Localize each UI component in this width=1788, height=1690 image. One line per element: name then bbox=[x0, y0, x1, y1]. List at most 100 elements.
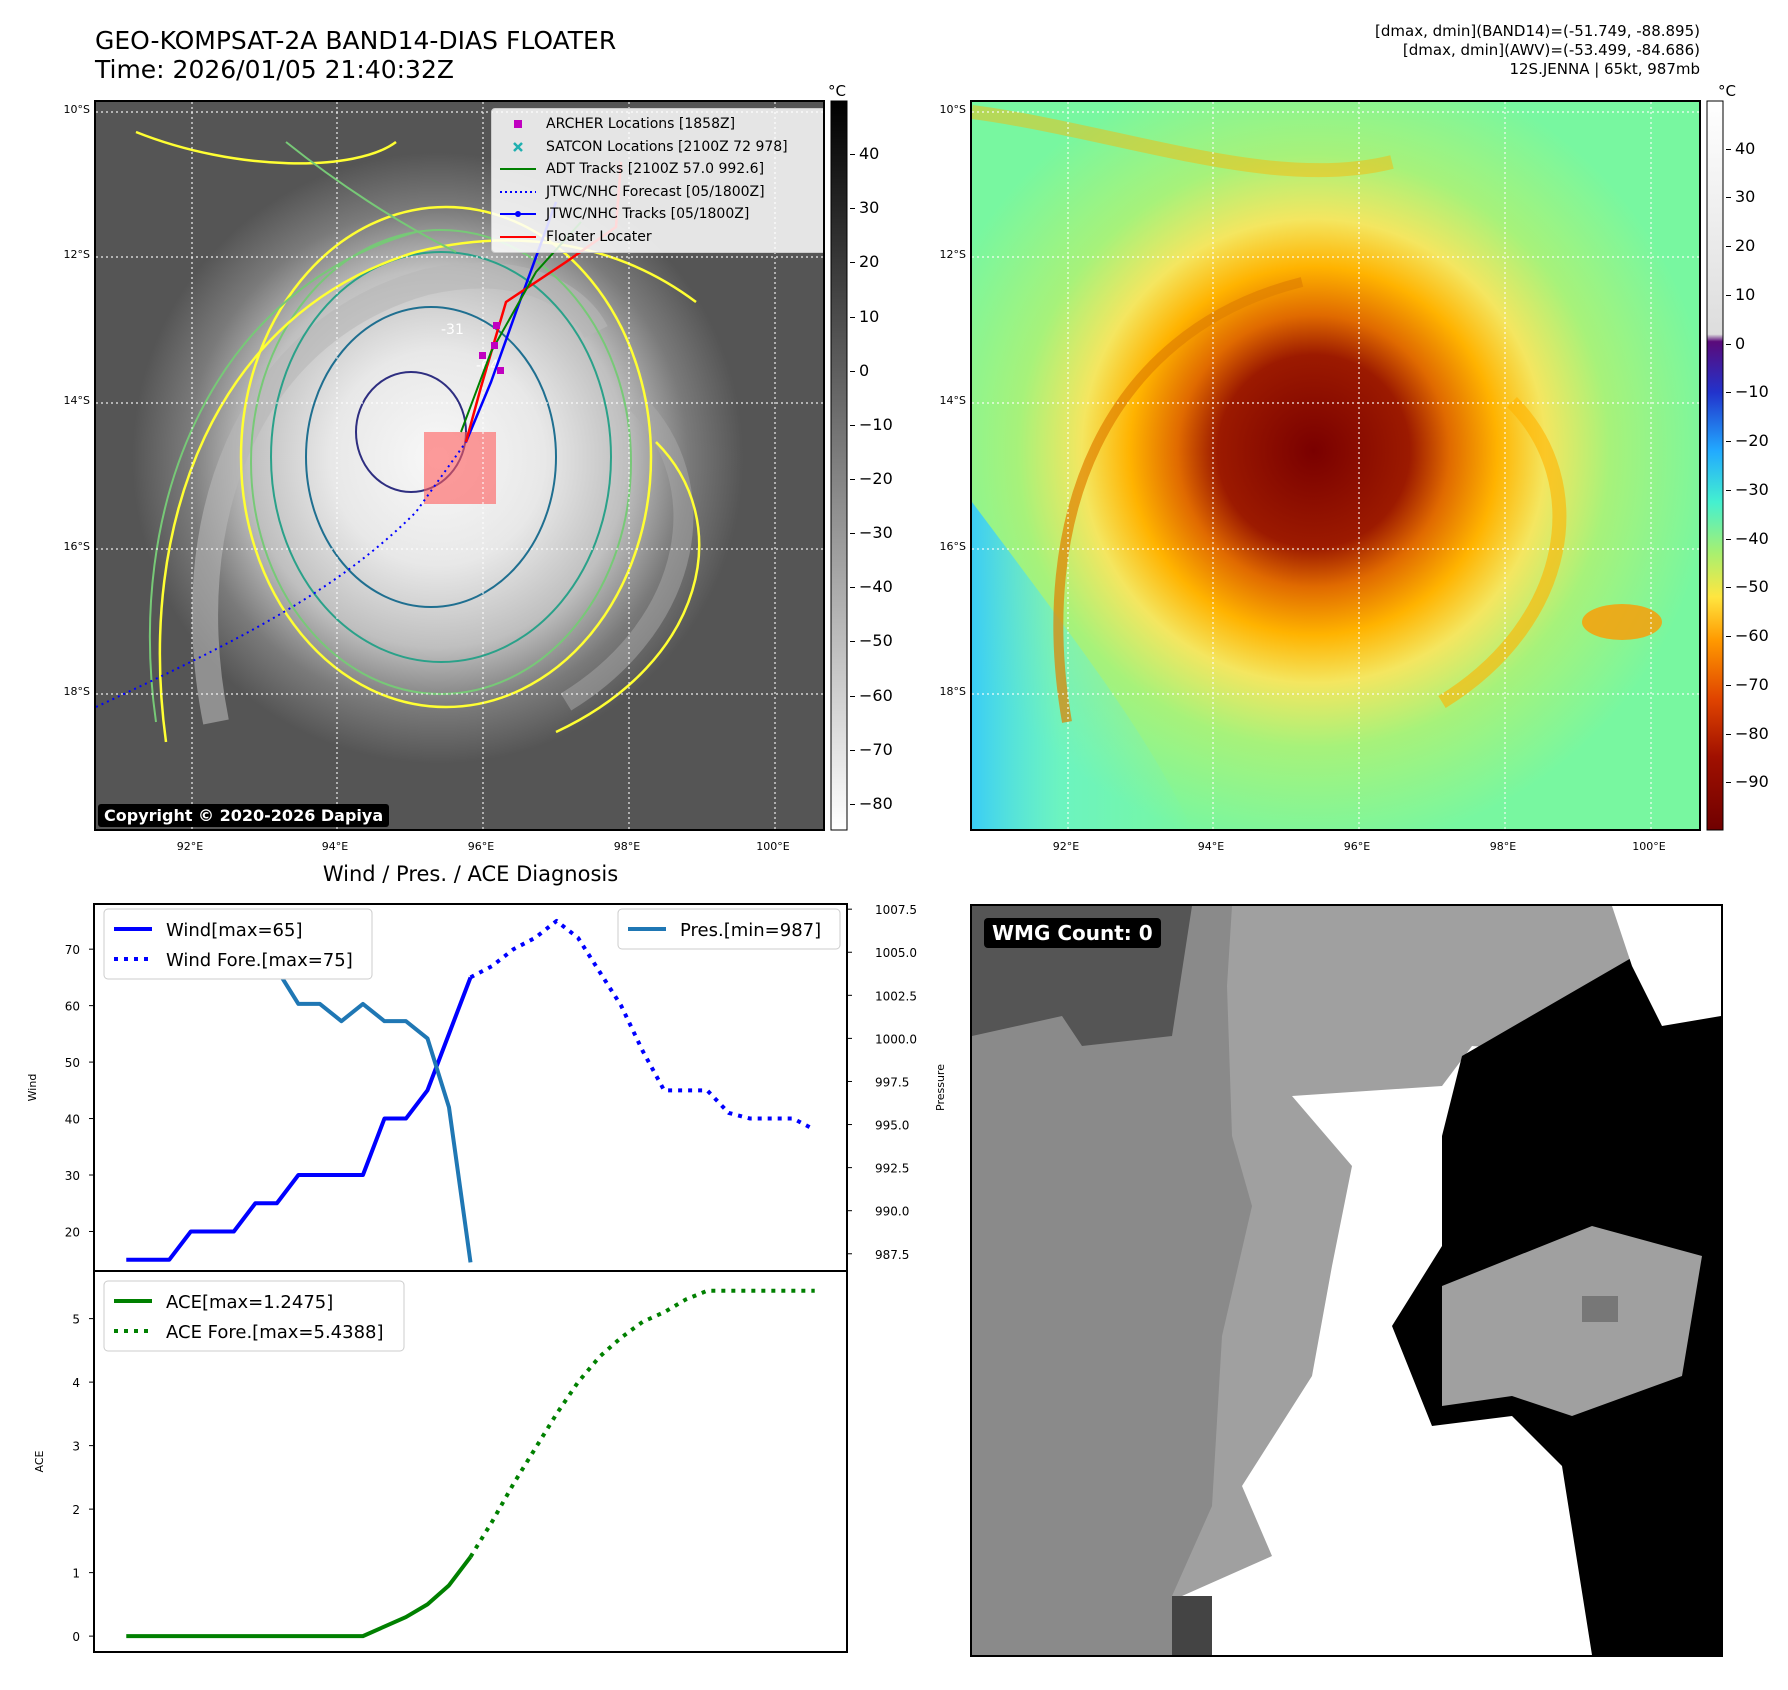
cbar-tick-mark bbox=[850, 262, 855, 264]
jtwc-track bbox=[464, 201, 558, 443]
cbar-tick-mark bbox=[850, 479, 855, 481]
cbar-tick-mark bbox=[1726, 489, 1731, 491]
cbar2 bbox=[1706, 100, 1724, 831]
pressure-tick-label: 1005.0 bbox=[875, 946, 917, 960]
cbar-tick-label: −20 bbox=[1735, 431, 1769, 451]
cbar-tick-mark bbox=[1726, 294, 1731, 296]
pressure-tick-label: 995.0 bbox=[875, 1119, 909, 1133]
bd-map-panel bbox=[970, 100, 1701, 831]
cbar1 bbox=[830, 100, 848, 831]
wind-axis-label: Wind bbox=[26, 1074, 39, 1102]
legend-label: JTWC/NHC Tracks [05/1800Z] bbox=[546, 206, 750, 222]
map-legend-item: ARCHER Locations [1858Z] bbox=[498, 113, 822, 136]
cbar-tick-label: −80 bbox=[859, 793, 893, 813]
legend-symbol-icon bbox=[500, 235, 536, 238]
ace-tick-label: 0 bbox=[72, 1630, 80, 1644]
cbar-tick-label: 30 bbox=[1735, 187, 1756, 207]
cbar-tick-mark bbox=[1726, 733, 1731, 735]
cbar-tick-label: −30 bbox=[859, 523, 893, 543]
pressure-tick-label: 1007.5 bbox=[875, 903, 917, 917]
cbar-tick-mark bbox=[850, 208, 855, 210]
lon-tick-label: 98°E bbox=[613, 840, 641, 853]
ace-tick-label: 1 bbox=[72, 1567, 80, 1581]
cbar2-unit: °C bbox=[1718, 82, 1736, 100]
legend-label: ADT Tracks [2100Z 57.0 992.6] bbox=[546, 161, 765, 177]
lat-tick-label: 14°S bbox=[939, 394, 966, 407]
cbar-tick-label: 20 bbox=[859, 252, 880, 272]
cbar-tick-label: −40 bbox=[1735, 528, 1769, 548]
cbar-tick-mark bbox=[850, 154, 855, 156]
cbar-tick-label: −70 bbox=[1735, 674, 1769, 694]
cbar-tick-label: −70 bbox=[859, 739, 893, 759]
map-legend: ARCHER Locations [1858Z] SATCON Locations… bbox=[491, 108, 823, 253]
lat-tick-label: 18°S bbox=[939, 685, 966, 698]
cbar-tick-mark bbox=[850, 424, 855, 426]
ace-tick-label: 4 bbox=[72, 1376, 80, 1390]
lon-tick-label: 94°E bbox=[321, 840, 349, 853]
map-legend-item: SATCON Locations [2100Z 72 978] bbox=[498, 136, 822, 159]
cbar1-unit: °C bbox=[828, 82, 846, 100]
cbar-tick-mark bbox=[1726, 538, 1731, 540]
wind-tick-label: 20 bbox=[65, 1225, 80, 1239]
wmg-panel: WMG Count: 0 bbox=[970, 904, 1723, 1657]
lon-tick-label: 92°E bbox=[176, 840, 204, 853]
cbar-tick-label: −50 bbox=[1735, 577, 1769, 597]
diagnosis-title: Wind / Pres. / ACE Diagnosis bbox=[322, 862, 619, 886]
cbar-tick-mark bbox=[850, 695, 855, 697]
lon-tick-label: 96°E bbox=[1343, 840, 1371, 853]
cbar-tick-mark bbox=[1726, 587, 1731, 589]
wind-tick-label: 50 bbox=[65, 1056, 80, 1070]
cbar-tick-mark bbox=[1726, 148, 1731, 150]
cbar-tick-mark bbox=[1726, 684, 1731, 686]
chart-legend-label: ACE[max=1.2475] bbox=[166, 1292, 333, 1313]
diagnosis-charts: 203040506070987.5990.0992.5995.0997.5100… bbox=[26, 903, 947, 1653]
pressure-tick-label: 1000.0 bbox=[875, 1032, 917, 1046]
legend-symbol-icon bbox=[514, 120, 522, 129]
cbar-tick-mark bbox=[850, 370, 855, 372]
lat-tick-label: 16°S bbox=[939, 540, 966, 553]
pressure-tick-label: 997.5 bbox=[875, 1075, 909, 1089]
info-band14: [dmax, dmin](BAND14)=(-51.749, -88.895) bbox=[1375, 22, 1700, 40]
archer-marker bbox=[479, 352, 486, 359]
lat-tick-label: 16°S bbox=[63, 540, 90, 553]
wind-tick-label: 60 bbox=[65, 1000, 80, 1014]
ace-tick-label: 2 bbox=[72, 1503, 80, 1517]
floater-box bbox=[424, 432, 496, 504]
ace-forecast-series-line bbox=[468, 1288, 815, 1558]
map-legend-item: JTWC/NHC Forecast [05/1800Z] bbox=[498, 181, 822, 204]
bd-gridlines bbox=[972, 102, 1699, 829]
lat-tick-label: 10°S bbox=[939, 103, 966, 116]
legend-symbol-icon bbox=[500, 168, 536, 171]
cbar-tick-mark bbox=[850, 533, 855, 535]
chart-legend-label: Wind Fore.[max=75] bbox=[166, 950, 353, 971]
info-block: [dmax, dmin](BAND14)=(-51.749, -88.895) … bbox=[1100, 22, 1700, 79]
lat-tick-label: 14°S bbox=[63, 394, 90, 407]
cbar-tick-label: −50 bbox=[859, 631, 893, 651]
wind-tick-label: 40 bbox=[65, 1113, 80, 1127]
lat-tick-label: 12°S bbox=[939, 248, 966, 261]
cbar-tick-label: 0 bbox=[1735, 333, 1746, 353]
bd-map bbox=[972, 102, 1699, 829]
cbar-tick-label: 30 bbox=[859, 198, 880, 218]
legend-label: Floater Locater bbox=[546, 228, 652, 245]
cbar-tick-mark bbox=[1726, 343, 1731, 345]
cbar-tick-label: 10 bbox=[859, 306, 880, 326]
cbar-tick-label: −40 bbox=[859, 577, 893, 597]
cbar-tick-label: −60 bbox=[859, 685, 893, 705]
cbar-tick-mark bbox=[1726, 782, 1731, 784]
cbar-tick-label: −80 bbox=[1735, 723, 1769, 743]
archer-marker bbox=[491, 342, 498, 349]
cbar-tick-label: 20 bbox=[1735, 236, 1756, 256]
lon-tick-label: 100°E bbox=[1632, 840, 1666, 853]
chart-legend-label: Wind[max=65] bbox=[166, 920, 303, 941]
wmg-image bbox=[972, 906, 1721, 1655]
legend-symbol-icon bbox=[500, 190, 536, 193]
legend-label: ARCHER Locations [1858Z] bbox=[546, 116, 736, 132]
legend-symbol-icon bbox=[500, 211, 536, 218]
copyright-label: Copyright © 2020-2026 Dapiya bbox=[98, 804, 390, 827]
cbar-tick-label: −10 bbox=[1735, 382, 1769, 402]
map-legend-item: ADT Tracks [2100Z 57.0 992.6] bbox=[498, 158, 822, 181]
pressure-tick-label: 987.5 bbox=[875, 1248, 909, 1262]
ace-tick-label: 5 bbox=[72, 1313, 80, 1327]
chart-legend-box bbox=[617, 908, 841, 950]
